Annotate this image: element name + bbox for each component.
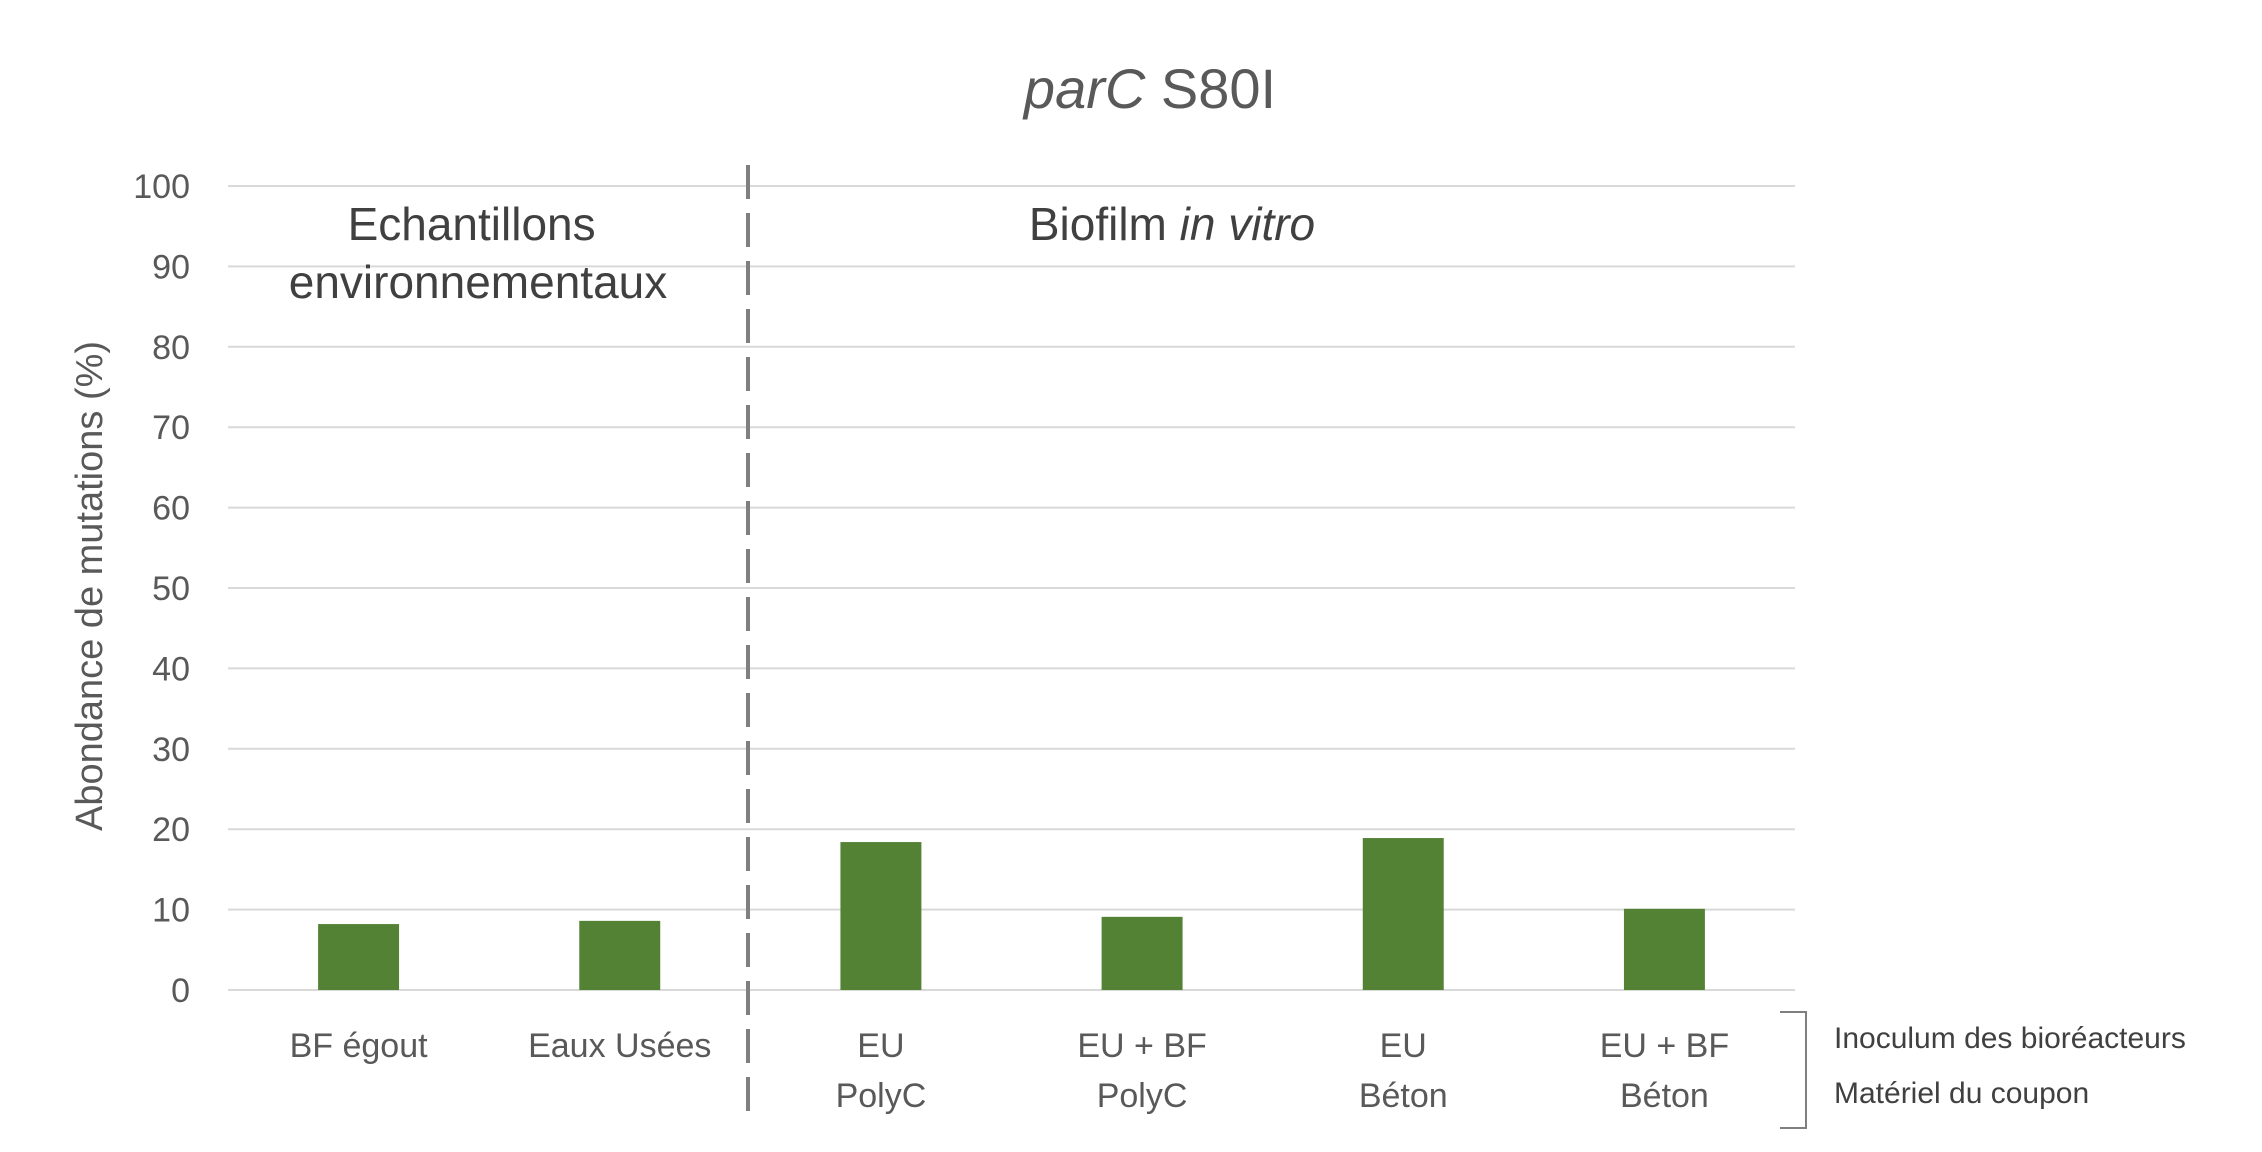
y-tick-label: 100 (133, 168, 190, 206)
y-tick-label: 20 (152, 811, 190, 849)
bar-5 (1623, 908, 1705, 990)
chart-title-italic: parC (1022, 57, 1146, 120)
y-tick-label: 40 (152, 650, 190, 688)
legend-bracket (1780, 1011, 1807, 1129)
bar-2 (840, 842, 922, 990)
category-label: EU PolyC (836, 1027, 927, 1115)
category-label: EU + BF PolyC (1077, 1027, 1206, 1115)
category-label: Eaux Usées (528, 1027, 711, 1065)
bar-3 (1101, 916, 1183, 990)
y-tick-label: 0 (171, 972, 190, 1010)
category-label-line: PolyC (1097, 1077, 1188, 1115)
group-label-line-2: environnementaux (289, 256, 667, 308)
bars (318, 838, 1705, 990)
bar-0 (318, 924, 400, 990)
category-label-line: BF égout (290, 1027, 429, 1065)
category-label-line: EU + BF (1600, 1027, 1729, 1065)
category-label-line: Béton (1359, 1077, 1448, 1115)
group-label-italic: in vitro (1180, 198, 1315, 250)
chart-title-rest: S80I (1145, 57, 1276, 120)
category-label-line: EU (1380, 1027, 1427, 1065)
category-label-line: EU + BF (1077, 1027, 1206, 1065)
y-tick-label: 90 (152, 248, 190, 286)
group-label-line-1: Echantillons (348, 198, 596, 250)
category-labels: BF égout Eaux Usées EU PolyC EU + BF PolyC EU B… (290, 1027, 1730, 1115)
y-axis-label: Abondance de mutations (%) (69, 341, 111, 831)
annotation-inoculum: Inoculum des bioréacteurs (1834, 1022, 2186, 1055)
group-label-normal: Biofilm (1029, 198, 1180, 250)
y-tick-label: 70 (152, 409, 190, 447)
group-label-biofilm: Biofilm in vitro (1029, 198, 1315, 250)
bar-1 (579, 920, 661, 990)
y-tick-label: 80 (152, 329, 190, 367)
group-label-environnementaux: Echantillons environnementaux (289, 198, 667, 308)
y-tick-label: 30 (152, 731, 190, 769)
category-label-line: EU (857, 1027, 904, 1065)
category-label-line: Béton (1620, 1077, 1709, 1115)
y-tick-label: 10 (152, 892, 190, 930)
grid-layer (228, 185, 1795, 991)
y-tick-label: 50 (152, 570, 190, 608)
category-label-line: PolyC (836, 1077, 927, 1115)
category-label: EU + BF Béton (1600, 1027, 1729, 1115)
chart-title: parC S80I (1022, 57, 1276, 120)
category-label: BF égout (290, 1027, 429, 1065)
category-label-line: Eaux Usées (528, 1027, 711, 1065)
category-label: EU Béton (1359, 1027, 1448, 1115)
annotation-materiel: Matériel du coupon (1834, 1077, 2089, 1110)
y-tick-label: 60 (152, 490, 190, 528)
y-tick-labels: 0 10 20 30 40 50 60 70 80 90 100 (133, 168, 190, 1010)
bar-4 (1362, 838, 1444, 990)
